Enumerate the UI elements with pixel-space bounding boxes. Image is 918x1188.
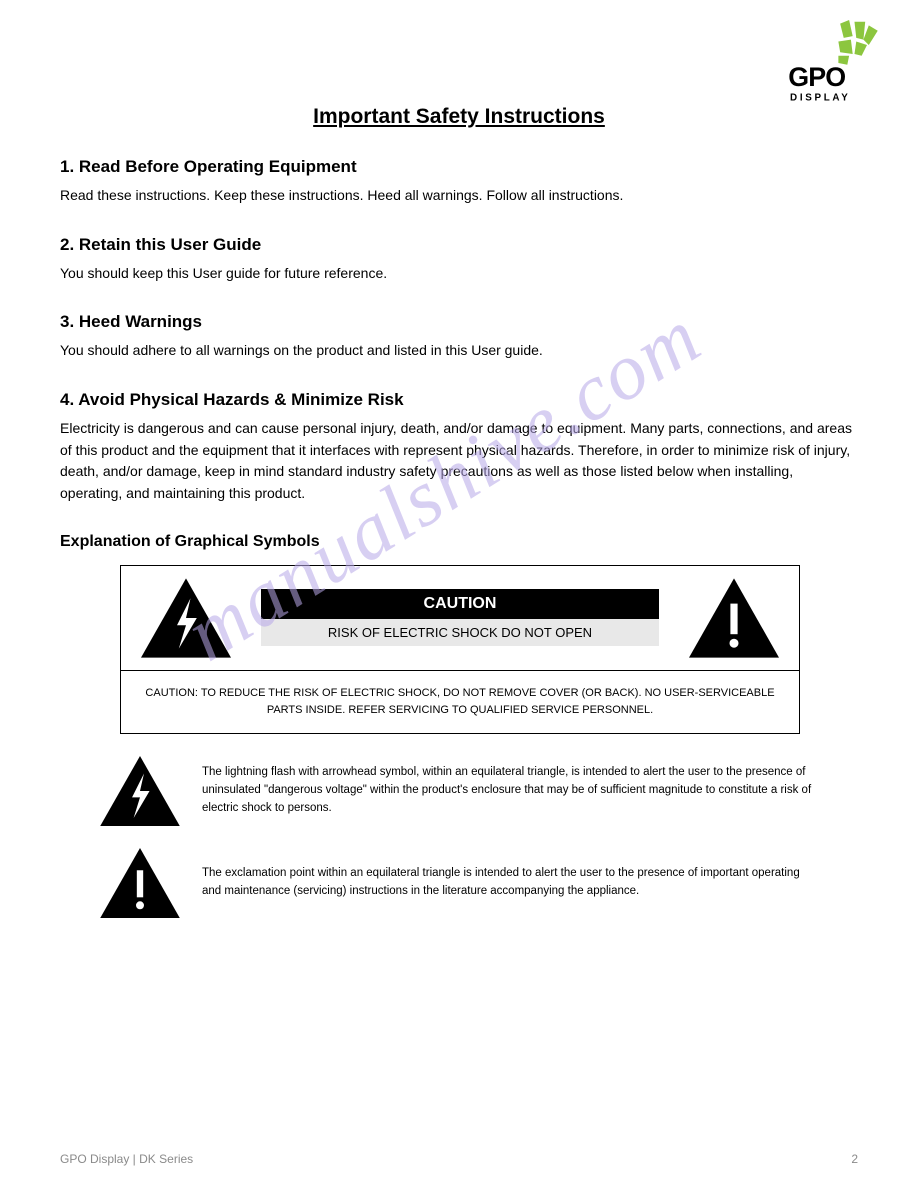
caution-box: CAUTION RISK OF ELECTRIC SHOCK DO NOT OP… bbox=[120, 565, 800, 734]
section-heading-2: 2. Retain this User Guide bbox=[60, 235, 858, 255]
lightning-text: The lightning flash with arrowhead symbo… bbox=[202, 764, 858, 817]
caution-label: CAUTION bbox=[261, 589, 659, 619]
section-heading-1: 1. Read Before Operating Equipment bbox=[60, 157, 858, 177]
caution-body: CAUTION: TO REDUCE THE RISK OF ELECTRIC … bbox=[121, 670, 799, 733]
brand-logo: GPO DISPLAY bbox=[788, 20, 878, 105]
section-heading-3: 3. Heed Warnings bbox=[60, 312, 858, 332]
exclamation-text: The exclamation point within an equilate… bbox=[202, 865, 858, 901]
section-body-3: You should adhere to all warnings on the… bbox=[60, 340, 858, 362]
section-body-1: Read these instructions. Keep these inst… bbox=[60, 185, 858, 207]
section-body-4: Electricity is dangerous and can cause p… bbox=[60, 418, 858, 505]
section-body-2: You should keep this User guide for futu… bbox=[60, 263, 858, 285]
svg-text:DISPLAY: DISPLAY bbox=[790, 93, 850, 104]
exclamation-triangle-icon bbox=[689, 578, 779, 658]
footer-page-number: 2 bbox=[851, 1152, 858, 1166]
lightning-triangle-icon bbox=[100, 756, 180, 826]
symbols-heading: Explanation of Graphical Symbols bbox=[60, 533, 858, 551]
lightning-explanation: The lightning flash with arrowhead symbo… bbox=[60, 756, 858, 826]
exclamation-triangle-icon bbox=[100, 848, 180, 918]
section-heading-4: 4. Avoid Physical Hazards & Minimize Ris… bbox=[60, 390, 858, 410]
page-footer: GPO Display | DK Series 2 bbox=[60, 1152, 858, 1166]
page-title: Important Safety Instructions bbox=[313, 105, 605, 129]
exclamation-explanation: The exclamation point within an equilate… bbox=[60, 848, 858, 918]
lightning-triangle-icon bbox=[141, 578, 231, 658]
svg-text:GPO: GPO bbox=[788, 62, 845, 92]
caution-sublabel: RISK OF ELECTRIC SHOCK DO NOT OPEN bbox=[261, 619, 659, 646]
footer-left: GPO Display | DK Series bbox=[60, 1152, 193, 1166]
